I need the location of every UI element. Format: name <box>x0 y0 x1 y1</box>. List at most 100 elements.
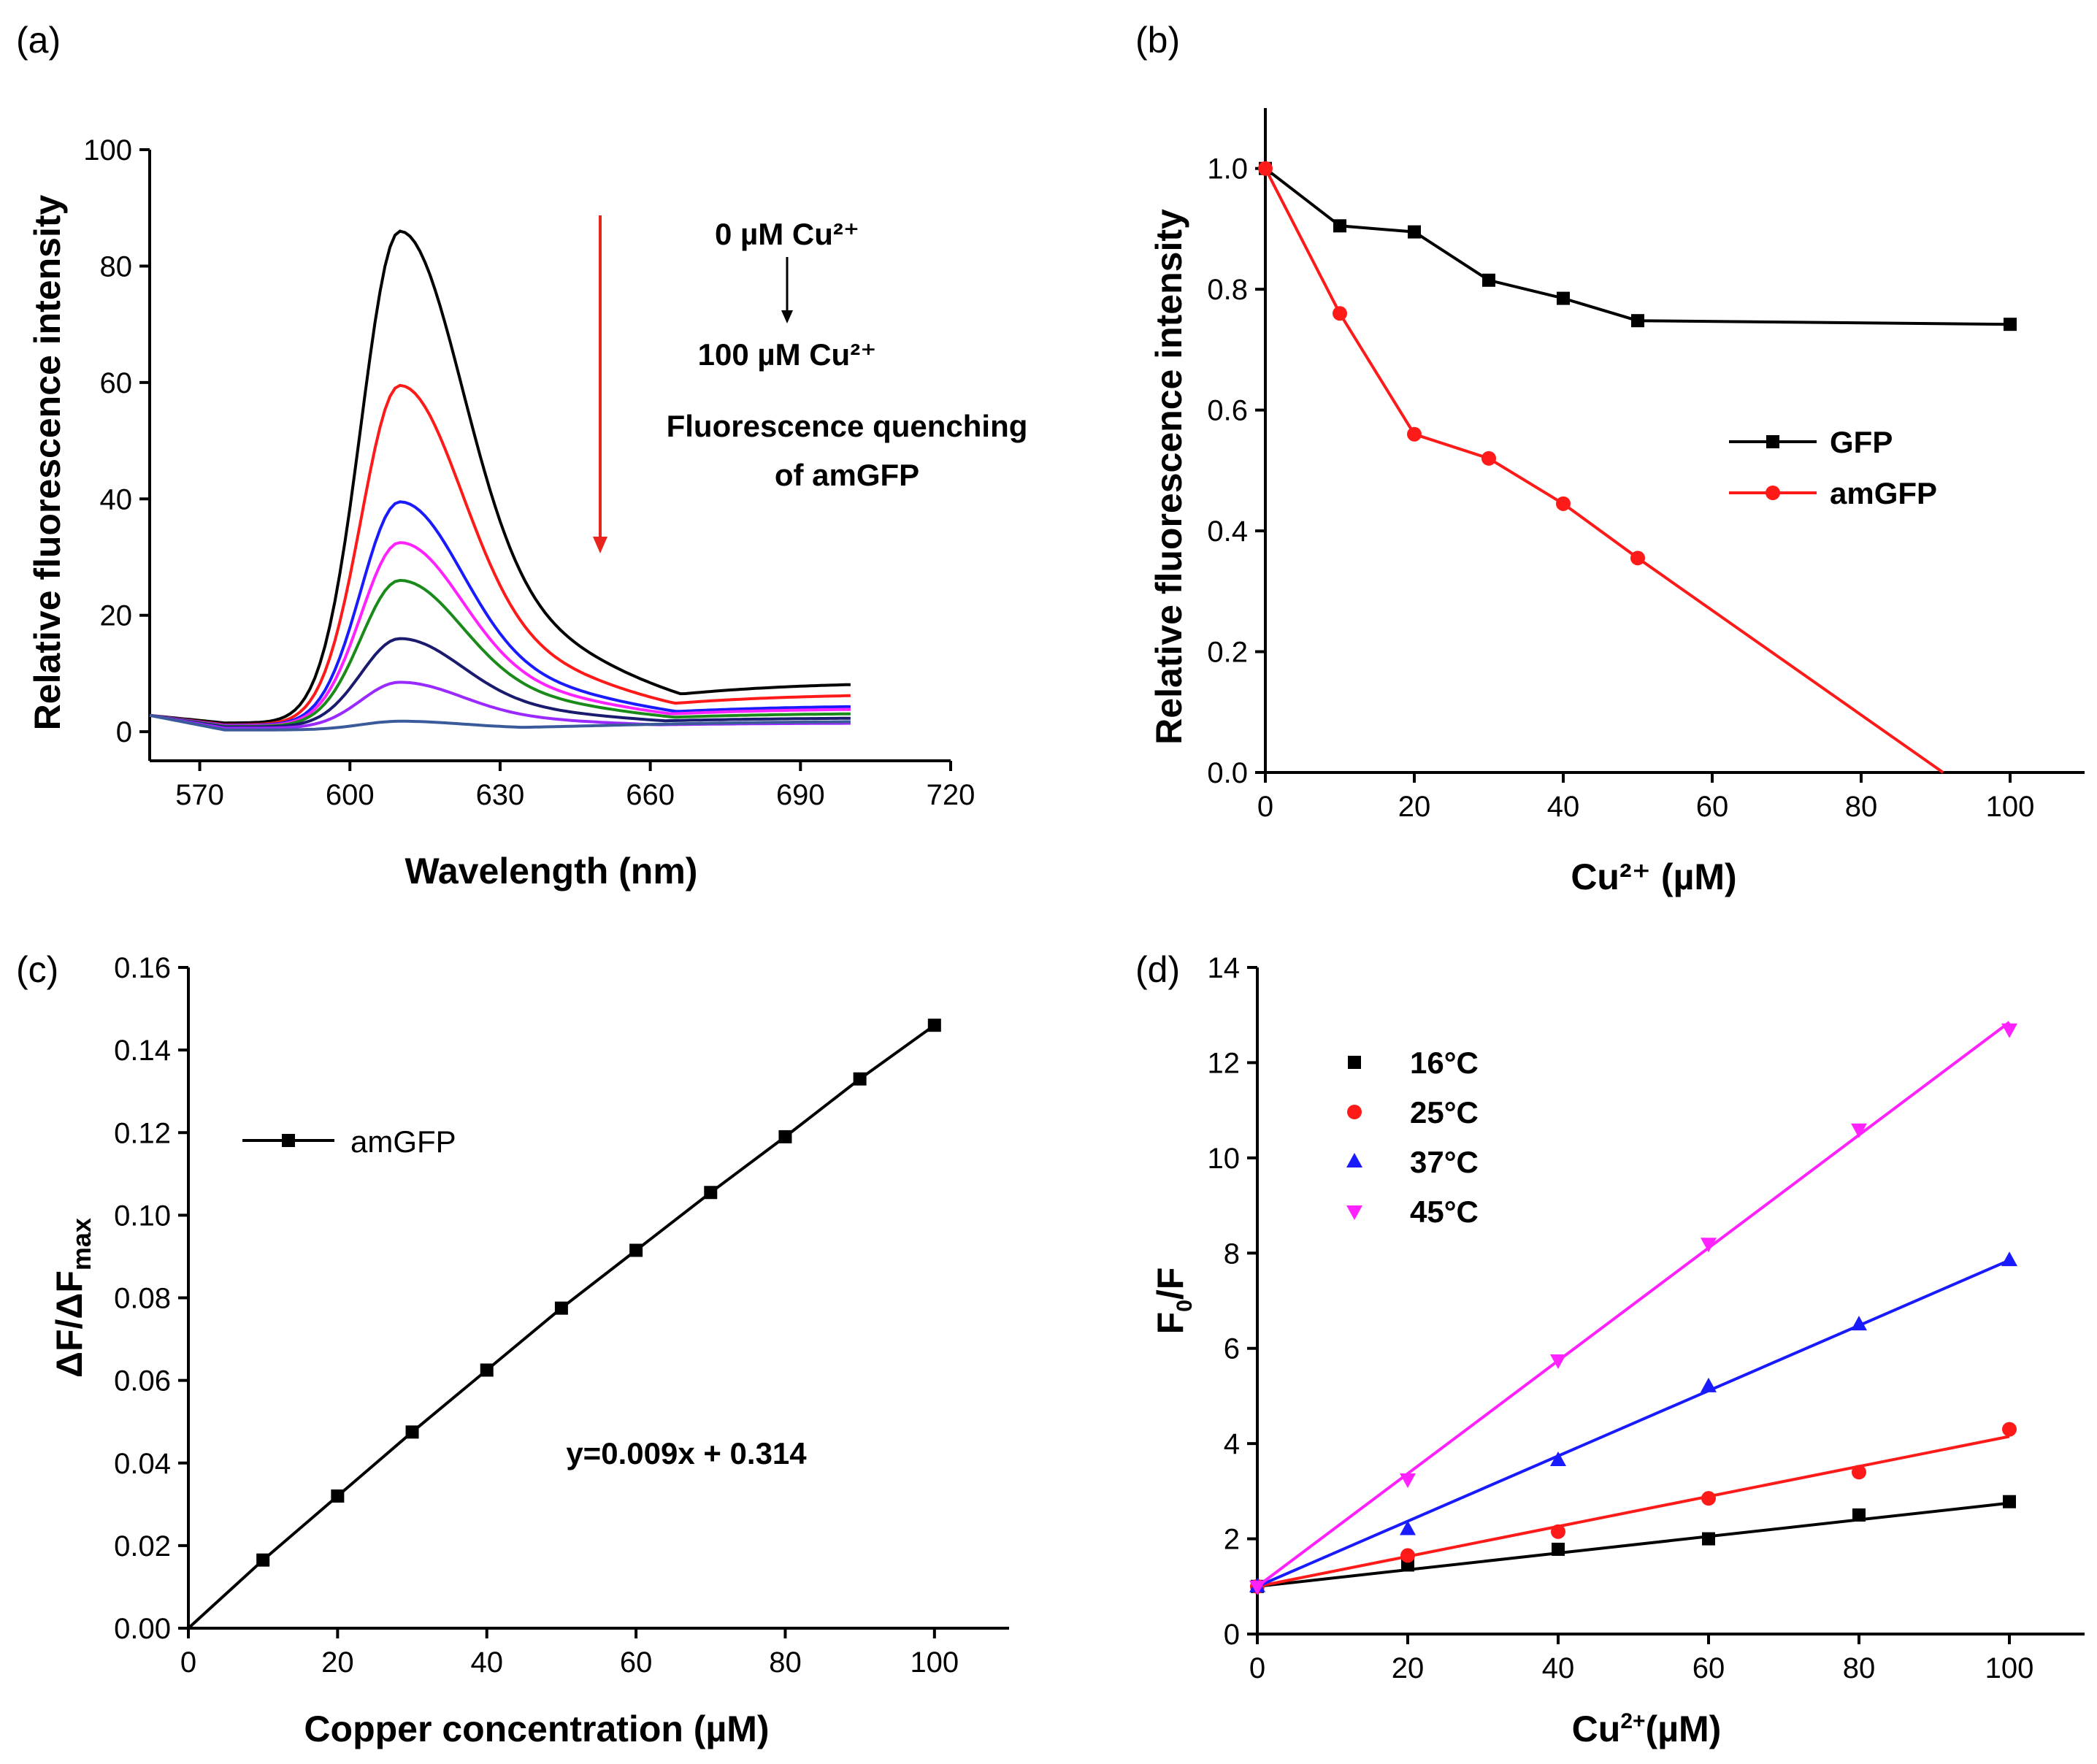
16°C-point <box>1852 1508 1866 1522</box>
x-tick-label: 600 <box>326 779 375 811</box>
legend-label: amGFP <box>1830 476 1937 510</box>
y-tick-label: 12 <box>1208 1047 1241 1079</box>
GFP-point <box>1333 219 1346 233</box>
y-tick-label: 0.00 <box>114 1613 171 1645</box>
amGFP-point <box>778 1130 792 1143</box>
amGFP-line <box>187 1024 935 1630</box>
GFP-point <box>1631 314 1644 328</box>
annotation-line1: Fluorescence quenching <box>667 409 1028 443</box>
25°C-point <box>1551 1524 1565 1539</box>
y-axis-label: ΔF/ΔFmax <box>49 1218 96 1378</box>
y-axis-label: Relative fluorescence intensity <box>1149 209 1189 745</box>
amGFP-point <box>1333 306 1347 321</box>
panel-label: (d) <box>1135 949 1180 990</box>
x-tick-label: 100 <box>1986 791 2035 823</box>
legend-label: 16°C <box>1410 1046 1479 1080</box>
panel-label: (b) <box>1135 20 1180 61</box>
panel-c: 0 20 40 60 80 100 0.00 0.02 0.04 0.06 0.08 0.10 0.12… <box>16 949 1009 1749</box>
x-tick-label: 0 <box>180 1646 196 1679</box>
spectrum-line <box>149 229 851 725</box>
y-tick-label: 40 <box>100 483 133 515</box>
37°C-point <box>1550 1451 1566 1466</box>
45°C-point <box>1400 1473 1416 1489</box>
legend-marker <box>1346 1205 1362 1220</box>
y-tick-label: 100 <box>83 134 132 166</box>
legend-label: amGFP <box>350 1124 456 1159</box>
x-tick-label: 60 <box>1696 791 1729 823</box>
16°C-point <box>2003 1495 2016 1508</box>
y-tick-label: 0.12 <box>114 1117 171 1149</box>
spectrum-line <box>149 578 851 728</box>
panel-label: (a) <box>16 20 61 61</box>
amGFP-point <box>853 1072 867 1086</box>
x-tick-label: 60 <box>620 1646 653 1679</box>
y-tick-label: 20 <box>100 600 133 632</box>
panel-d: 0 20 40 60 80 100 0 2 4 6 8 10 12 14 (d) Cu2+(µM) F0/F 16… <box>1135 949 2085 1749</box>
annotation-end: 100 µM Cu²⁺ <box>698 337 877 372</box>
x-axis-label: Copper concentration (µM) <box>304 1709 769 1749</box>
legend-marker <box>1348 1056 1361 1069</box>
annotation-arrow-head <box>781 310 793 323</box>
37°C-point <box>1701 1377 1717 1392</box>
panel-a: 570 600 630 660 690 720 0 20 40 60 80 100 (a) Wavelen… <box>16 20 1027 891</box>
GFP-point <box>1408 225 1421 239</box>
x-tick-label: 20 <box>321 1646 354 1679</box>
25°C-point <box>1852 1465 1866 1480</box>
y-tick-label: 0.6 <box>1207 395 1248 427</box>
x-tick-label: 100 <box>910 1646 959 1679</box>
y-tick-label: 0.04 <box>114 1448 171 1480</box>
x-tick-label: 40 <box>470 1646 503 1679</box>
x-tick-label: 690 <box>776 779 825 811</box>
y-axis-label: F0/F <box>1150 1268 1197 1335</box>
fit-equation: y=0.009x + 0.314 <box>566 1436 807 1470</box>
45°C-point <box>1701 1238 1717 1253</box>
legend-label: 25°C <box>1410 1095 1479 1130</box>
x-tick-label: 80 <box>1843 1652 1876 1684</box>
amGFP-extrapolation <box>1636 556 1944 774</box>
x-tick-label: 40 <box>1542 1652 1575 1684</box>
y-tick-label: 4 <box>1224 1428 1240 1460</box>
x-tick-label: 20 <box>1392 1652 1425 1684</box>
y-tick-label: 0.10 <box>114 1200 171 1232</box>
legend-label: 37°C <box>1410 1145 1479 1179</box>
quench-arrow-head <box>593 537 607 553</box>
GFP-point <box>1482 273 1495 287</box>
45°C-point <box>1550 1354 1566 1370</box>
25°C-point <box>1701 1491 1716 1506</box>
25°C-point <box>1400 1548 1415 1563</box>
y-tick-label: 6 <box>1224 1333 1240 1365</box>
amGFP-point <box>927 1019 941 1032</box>
y-tick-label: 0.2 <box>1207 637 1248 669</box>
spectrum-line <box>149 713 851 732</box>
x-tick-label: 570 <box>175 779 224 811</box>
x-axis-label: Cu²⁺ (µM) <box>1571 856 1736 897</box>
GFP-point <box>2004 318 2017 331</box>
annotation-line2: of amGFP <box>775 458 919 492</box>
legend-marker <box>1346 1153 1362 1167</box>
y-tick-label: 0.14 <box>114 1035 171 1067</box>
y-tick-label: 0 <box>116 716 132 748</box>
y-tick-label: 60 <box>100 367 133 399</box>
16°C-point <box>1552 1542 1565 1556</box>
legend-label: 45°C <box>1410 1194 1479 1229</box>
45°C-point <box>1249 1580 1265 1595</box>
amGFP-line <box>1264 167 1639 559</box>
legend-marker <box>1766 435 1779 448</box>
45°C-fit-line <box>1256 1021 2011 1588</box>
amGFP-point <box>629 1243 643 1257</box>
y-tick-label: 0 <box>1224 1619 1240 1651</box>
x-axis-label: Wavelength (nm) <box>405 851 698 891</box>
amGFP-point <box>1630 551 1645 566</box>
amGFP-point <box>1556 496 1571 511</box>
x-tick-label: 0 <box>1249 1652 1265 1684</box>
x-tick-label: 660 <box>626 779 675 811</box>
25°C-point <box>2002 1422 2017 1437</box>
amGFP-point <box>1407 426 1422 442</box>
amGFP-point <box>480 1363 494 1377</box>
panel-b: 0 20 40 60 80 100 0.0 0.2 0.4 0.6 0.8 1.0 (b) Cu²⁺ (µ… <box>1135 20 2085 897</box>
y-tick-label: 0.08 <box>114 1283 171 1315</box>
amGFP-point <box>704 1186 718 1200</box>
amGFP-point <box>331 1489 345 1503</box>
x-tick-label: 80 <box>769 1646 802 1679</box>
